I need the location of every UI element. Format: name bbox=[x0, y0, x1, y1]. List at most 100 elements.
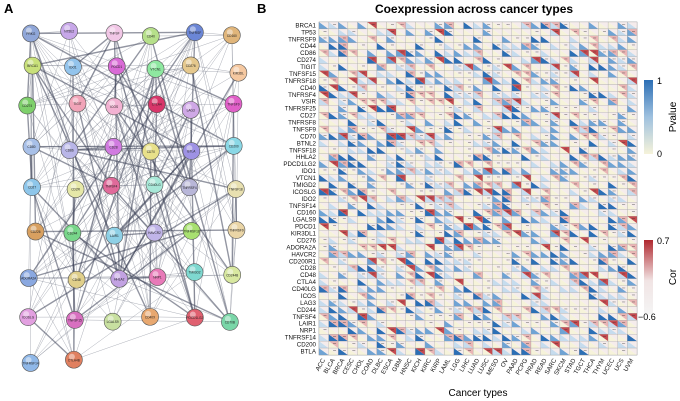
network-edge bbox=[74, 276, 158, 321]
cor-cell bbox=[396, 22, 406, 29]
network-node[interactable]: TNFSF9 bbox=[224, 95, 243, 113]
cor-cell bbox=[386, 77, 397, 85]
network-node[interactable]: HHLA2 bbox=[110, 270, 129, 288]
cor-cell bbox=[540, 35, 551, 43]
significance-mark: *** bbox=[487, 23, 490, 27]
significance-mark: *** bbox=[343, 196, 346, 200]
significance-mark: *** bbox=[323, 286, 326, 290]
network-node[interactable]: CD2R bbox=[66, 180, 85, 199]
network-node[interactable]: TNFRSF14 bbox=[21, 354, 40, 372]
significance-mark: *** bbox=[564, 44, 567, 48]
node-circle bbox=[19, 269, 38, 287]
significance-mark: *** bbox=[497, 64, 500, 68]
node-circle bbox=[64, 58, 82, 76]
significance-mark: *** bbox=[613, 58, 616, 62]
significance-mark: *** bbox=[381, 127, 384, 131]
significance-mark: *** bbox=[613, 189, 616, 193]
significance-mark: *** bbox=[401, 92, 404, 96]
network-node[interactable]: HAVCR2 bbox=[145, 223, 164, 242]
network-node[interactable]: ICOSLG bbox=[19, 308, 37, 326]
network-node[interactable]: TNFSF15 bbox=[66, 311, 84, 329]
panel-b-label: B bbox=[257, 1, 266, 16]
network-node[interactable]: VTCN1 bbox=[146, 60, 165, 78]
network-node[interactable]: BTLA bbox=[182, 142, 201, 160]
node-circle bbox=[229, 63, 248, 82]
node-label: TNFSF9 bbox=[227, 102, 239, 106]
network-node[interactable]: CD86 bbox=[60, 141, 79, 159]
significance-mark: *** bbox=[362, 44, 365, 48]
network-node[interactable]: LAG3 bbox=[181, 101, 200, 119]
network-node[interactable]: CD80 bbox=[22, 137, 41, 156]
network-node[interactable]: PRKG bbox=[22, 24, 40, 43]
network-node[interactable]: NRP1 bbox=[148, 268, 167, 286]
node-highlight bbox=[230, 183, 237, 190]
network-node[interactable]: LGALS9 bbox=[103, 312, 122, 331]
significance-mark: *** bbox=[323, 30, 326, 34]
network-node[interactable]: CD40 bbox=[141, 27, 160, 45]
cor-cell bbox=[559, 49, 570, 57]
network-node[interactable]: BRCA1 bbox=[23, 56, 42, 75]
network-node[interactable]: CD226 bbox=[26, 222, 45, 241]
network-node[interactable]: TNFRSF bbox=[186, 23, 204, 42]
network-node[interactable]: TNFSF4 bbox=[102, 176, 121, 195]
network-node[interactable]: TNFSF18 bbox=[227, 180, 245, 198]
network-node[interactable]: TNFRSF18 bbox=[182, 222, 201, 240]
significance-mark: *** bbox=[401, 23, 404, 27]
network-node[interactable]: TNFSF bbox=[105, 24, 124, 42]
significance-mark: *** bbox=[323, 99, 326, 103]
network-node[interactable]: ADORA2A bbox=[19, 269, 38, 287]
significance-mark: *** bbox=[632, 58, 635, 62]
significance-mark: *** bbox=[526, 23, 529, 27]
significance-mark: *** bbox=[449, 162, 452, 166]
cor-cell bbox=[319, 22, 329, 29]
pvalue-cell bbox=[550, 70, 560, 78]
network-node[interactable]: CD48 bbox=[67, 270, 86, 289]
significance-mark: *** bbox=[401, 148, 404, 152]
node-label: KIR3DL bbox=[233, 71, 244, 75]
significance-mark: *** bbox=[632, 92, 635, 96]
network-node[interactable]: CD274 bbox=[18, 96, 37, 115]
network-node[interactable]: CTLA4 bbox=[147, 95, 166, 114]
network-node[interactable]: CD70B bbox=[221, 313, 239, 331]
network-edge bbox=[110, 185, 231, 323]
network-node[interactable]: PDCD1LG2 bbox=[186, 308, 204, 327]
network-node[interactable]: TMIGD2 bbox=[185, 263, 204, 281]
network-node[interactable]: TNFRSF9 bbox=[227, 221, 246, 239]
network-node[interactable]: TIGIT bbox=[68, 94, 87, 113]
network-node[interactable]: CD244 bbox=[63, 224, 82, 242]
significance-mark: *** bbox=[507, 51, 510, 55]
network-node[interactable]: IDO1 bbox=[64, 58, 82, 76]
cor-cell bbox=[396, 49, 406, 57]
network-node[interactable]: CD28 bbox=[104, 138, 123, 156]
cor-cell bbox=[415, 63, 425, 71]
network-edge bbox=[31, 103, 78, 147]
network-node[interactable]: CD40LG bbox=[145, 175, 164, 194]
network-node[interactable]: CD27 bbox=[23, 178, 41, 197]
network-node[interactable]: CD70 bbox=[141, 142, 160, 161]
network-node[interactable]: KIR3DL bbox=[229, 63, 248, 82]
network-node[interactable]: CD276 bbox=[181, 56, 200, 75]
significance-mark: *** bbox=[535, 58, 538, 62]
network-node[interactable]: PDCD1 bbox=[107, 57, 126, 76]
network-node[interactable]: ICOS bbox=[105, 97, 123, 116]
cor-cell bbox=[531, 28, 541, 36]
network-node[interactable]: CD244B bbox=[223, 266, 242, 284]
network-node[interactable]: TNFRSF4 bbox=[180, 178, 199, 197]
network-node[interactable]: CD160 bbox=[223, 26, 241, 45]
significance-mark: *** bbox=[593, 51, 596, 55]
significance-mark: *** bbox=[507, 259, 510, 263]
significance-mark: *** bbox=[410, 203, 413, 207]
significance-mark: *** bbox=[352, 196, 355, 200]
cor-cell bbox=[627, 22, 637, 29]
node-circle bbox=[181, 56, 200, 75]
network-node[interactable]: CTLA4B bbox=[65, 350, 83, 369]
cor-cell bbox=[376, 42, 387, 50]
pvalue-cell bbox=[376, 56, 387, 64]
significance-mark: *** bbox=[468, 155, 471, 159]
network-node[interactable]: LAIR1 bbox=[105, 226, 124, 245]
significance-mark: *** bbox=[603, 169, 606, 173]
network-node[interactable]: CD200 bbox=[224, 137, 243, 155]
network-node[interactable]: NT5E2 bbox=[60, 22, 78, 40]
network-node[interactable]: CD40X bbox=[141, 308, 159, 326]
cor-cell bbox=[463, 28, 474, 36]
